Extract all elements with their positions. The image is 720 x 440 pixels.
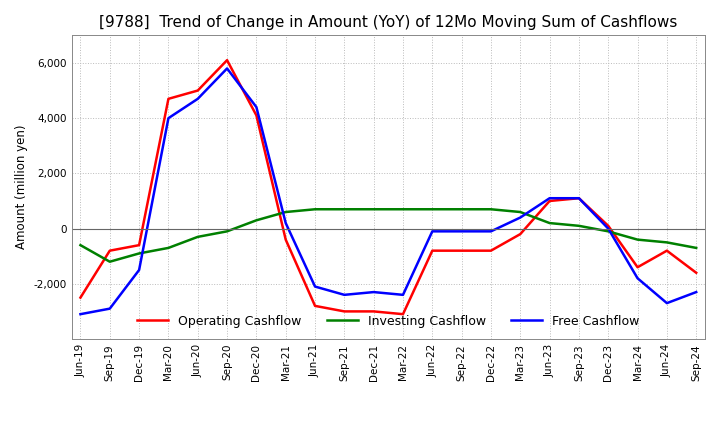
- Free Cashflow: [105, 306, 114, 311]
- Free Cashflow: [662, 301, 671, 306]
- Operating Cashflow: [135, 242, 143, 248]
- Operating Cashflow: [428, 248, 436, 253]
- Investing Cashflow: [369, 207, 378, 212]
- Operating Cashflow: [487, 248, 495, 253]
- Line: Operating Cashflow: Operating Cashflow: [81, 60, 696, 314]
- Operating Cashflow: [282, 237, 290, 242]
- Investing Cashflow: [164, 245, 173, 250]
- Operating Cashflow: [311, 303, 320, 308]
- Investing Cashflow: [340, 207, 348, 212]
- Investing Cashflow: [135, 251, 143, 256]
- Free Cashflow: [369, 290, 378, 295]
- Free Cashflow: [76, 312, 85, 317]
- Investing Cashflow: [604, 229, 613, 234]
- Line: Free Cashflow: Free Cashflow: [81, 69, 696, 314]
- Free Cashflow: [282, 220, 290, 226]
- Investing Cashflow: [487, 207, 495, 212]
- Free Cashflow: [222, 66, 231, 71]
- Free Cashflow: [634, 275, 642, 281]
- Operating Cashflow: [222, 58, 231, 63]
- Free Cashflow: [692, 290, 701, 295]
- Operating Cashflow: [692, 270, 701, 275]
- Free Cashflow: [311, 284, 320, 289]
- Investing Cashflow: [545, 220, 554, 226]
- Investing Cashflow: [692, 245, 701, 250]
- Y-axis label: Amount (million yen): Amount (million yen): [15, 125, 28, 249]
- Operating Cashflow: [634, 264, 642, 270]
- Free Cashflow: [399, 292, 408, 297]
- Investing Cashflow: [282, 209, 290, 215]
- Investing Cashflow: [575, 223, 583, 228]
- Operating Cashflow: [545, 198, 554, 204]
- Operating Cashflow: [369, 309, 378, 314]
- Operating Cashflow: [194, 88, 202, 93]
- Operating Cashflow: [399, 312, 408, 317]
- Operating Cashflow: [164, 96, 173, 102]
- Free Cashflow: [340, 292, 348, 297]
- Investing Cashflow: [76, 242, 85, 248]
- Free Cashflow: [575, 195, 583, 201]
- Investing Cashflow: [662, 240, 671, 245]
- Investing Cashflow: [105, 259, 114, 264]
- Legend: Operating Cashflow, Investing Cashflow, Free Cashflow: Operating Cashflow, Investing Cashflow, …: [132, 310, 644, 333]
- Free Cashflow: [135, 268, 143, 273]
- Free Cashflow: [428, 229, 436, 234]
- Operating Cashflow: [604, 223, 613, 228]
- Investing Cashflow: [311, 207, 320, 212]
- Free Cashflow: [487, 229, 495, 234]
- Free Cashflow: [545, 195, 554, 201]
- Investing Cashflow: [428, 207, 436, 212]
- Operating Cashflow: [457, 248, 466, 253]
- Operating Cashflow: [575, 195, 583, 201]
- Investing Cashflow: [634, 237, 642, 242]
- Title: [9788]  Trend of Change in Amount (YoY) of 12Mo Moving Sum of Cashflows: [9788] Trend of Change in Amount (YoY) o…: [99, 15, 678, 30]
- Operating Cashflow: [340, 309, 348, 314]
- Operating Cashflow: [76, 295, 85, 300]
- Investing Cashflow: [516, 209, 525, 215]
- Free Cashflow: [604, 226, 613, 231]
- Operating Cashflow: [516, 231, 525, 237]
- Operating Cashflow: [662, 248, 671, 253]
- Investing Cashflow: [222, 229, 231, 234]
- Free Cashflow: [194, 96, 202, 102]
- Line: Investing Cashflow: Investing Cashflow: [81, 209, 696, 262]
- Free Cashflow: [516, 215, 525, 220]
- Operating Cashflow: [252, 113, 261, 118]
- Investing Cashflow: [399, 207, 408, 212]
- Investing Cashflow: [252, 218, 261, 223]
- Free Cashflow: [457, 229, 466, 234]
- Investing Cashflow: [194, 234, 202, 239]
- Investing Cashflow: [457, 207, 466, 212]
- Operating Cashflow: [105, 248, 114, 253]
- Free Cashflow: [164, 116, 173, 121]
- Free Cashflow: [252, 104, 261, 110]
